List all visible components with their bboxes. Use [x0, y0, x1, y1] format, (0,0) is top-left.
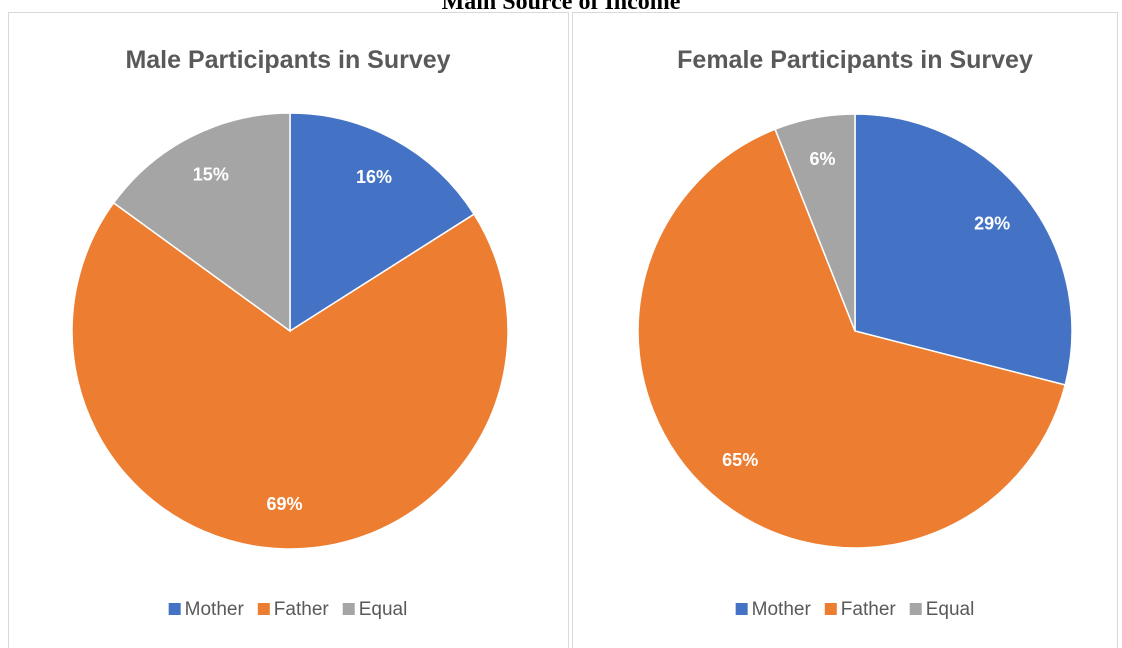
- pie-slice: [854, 113, 1073, 386]
- data-label: 69%: [267, 494, 303, 514]
- pie-slice: [71, 201, 509, 550]
- legend-label: Father: [274, 599, 330, 620]
- pie-slice: [774, 113, 856, 332]
- legend-swatch: [257, 603, 270, 615]
- legend-swatch: [735, 603, 748, 615]
- legend-swatch: [168, 603, 181, 615]
- data-label: 29%: [974, 213, 1010, 233]
- chart-title: Male Participants in Survey: [125, 46, 450, 74]
- legend-label: Equal: [926, 599, 975, 620]
- legend-label: Mother: [185, 599, 245, 620]
- data-label: 16%: [356, 167, 392, 187]
- data-label: 15%: [193, 164, 229, 184]
- legend-swatch: [909, 603, 922, 615]
- chart-title: Female Participants in Survey: [677, 46, 1033, 74]
- data-label: 6%: [809, 149, 835, 169]
- main-title: Main Source of Income: [442, 0, 681, 15]
- legend-swatch: [824, 603, 837, 615]
- legend-label: Father: [841, 599, 897, 620]
- legend-swatch: [342, 603, 355, 615]
- pie-slice: [289, 112, 476, 333]
- legend-label: Equal: [359, 599, 408, 620]
- pie-slice: [112, 112, 291, 333]
- legend-label: Mother: [752, 599, 812, 620]
- pie-slice: [637, 128, 1067, 549]
- data-label: 65%: [722, 450, 758, 470]
